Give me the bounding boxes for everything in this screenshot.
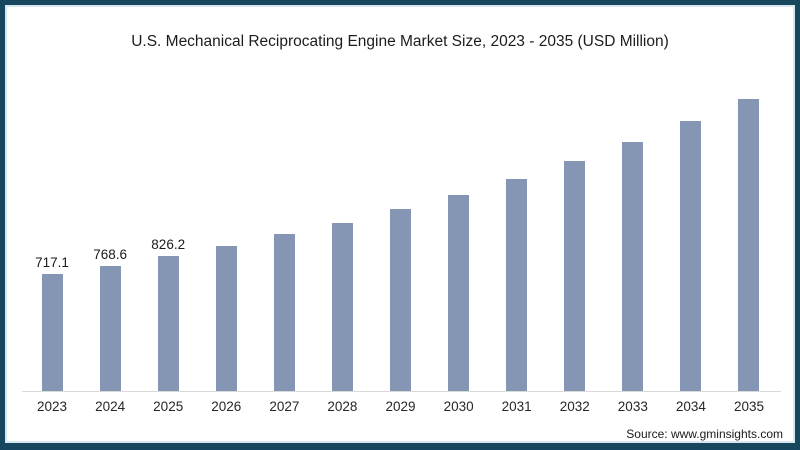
bar bbox=[41, 273, 63, 391]
bar bbox=[506, 179, 528, 391]
bar bbox=[738, 99, 760, 391]
bar bbox=[273, 234, 295, 391]
bars-row: 717.1 768.6 826.2 bbox=[23, 81, 778, 391]
bar-value-label: 768.6 bbox=[93, 246, 128, 262]
chart-title: U.S. Mechanical Reciprocating Engine Mar… bbox=[131, 33, 669, 50]
bar-column bbox=[197, 81, 255, 391]
bar-column bbox=[720, 81, 778, 391]
x-axis-tick-label: 2032 bbox=[559, 399, 590, 414]
bar-column bbox=[430, 81, 488, 391]
bar bbox=[331, 223, 353, 391]
bar bbox=[157, 256, 179, 391]
x-axis-tick-label: 2029 bbox=[385, 399, 416, 414]
bar-value-label: 717.1 bbox=[35, 254, 69, 270]
x-axis-tick-label: 2030 bbox=[443, 399, 474, 414]
bar bbox=[564, 161, 586, 391]
bar-value-label: 826.2 bbox=[151, 237, 186, 253]
bar-column bbox=[371, 81, 429, 391]
source-attribution: Source: www.gminsights.com bbox=[626, 427, 783, 441]
bar bbox=[390, 208, 411, 391]
bar-column bbox=[604, 81, 662, 391]
x-axis-tick-label: 2024 bbox=[95, 399, 126, 414]
x-axis-tick-label: 2025 bbox=[153, 399, 184, 414]
bar-column bbox=[255, 81, 313, 391]
x-axis-tick-label: 2026 bbox=[211, 399, 242, 414]
x-axis-tick-label: 2034 bbox=[675, 399, 706, 414]
x-axis-tick-label: 2031 bbox=[501, 399, 532, 414]
x-axis-tick-label: 2023 bbox=[37, 399, 68, 414]
bar bbox=[448, 195, 470, 391]
x-axis-tick-label: 2027 bbox=[269, 399, 300, 414]
bar-column bbox=[488, 81, 546, 391]
bar bbox=[215, 246, 237, 391]
x-axis-tick-labels: 2023 2024 2025 2026 2027 2028 2029 2030 2031 2032… bbox=[23, 399, 778, 414]
bar bbox=[622, 142, 644, 391]
bar-column bbox=[313, 81, 371, 391]
bar bbox=[680, 121, 702, 391]
x-axis-tick-label: 2033 bbox=[617, 399, 648, 414]
bar-column bbox=[662, 81, 720, 391]
x-axis-line bbox=[22, 391, 781, 392]
bar bbox=[99, 265, 121, 391]
bar-column: 768.6 bbox=[81, 81, 139, 391]
bar-column: 717.1 bbox=[23, 81, 81, 391]
bar-column bbox=[546, 81, 604, 391]
bar-column: 826.2 bbox=[139, 81, 197, 391]
x-axis-tick-label: 2035 bbox=[733, 399, 764, 414]
x-axis-tick-label: 2028 bbox=[327, 399, 358, 414]
